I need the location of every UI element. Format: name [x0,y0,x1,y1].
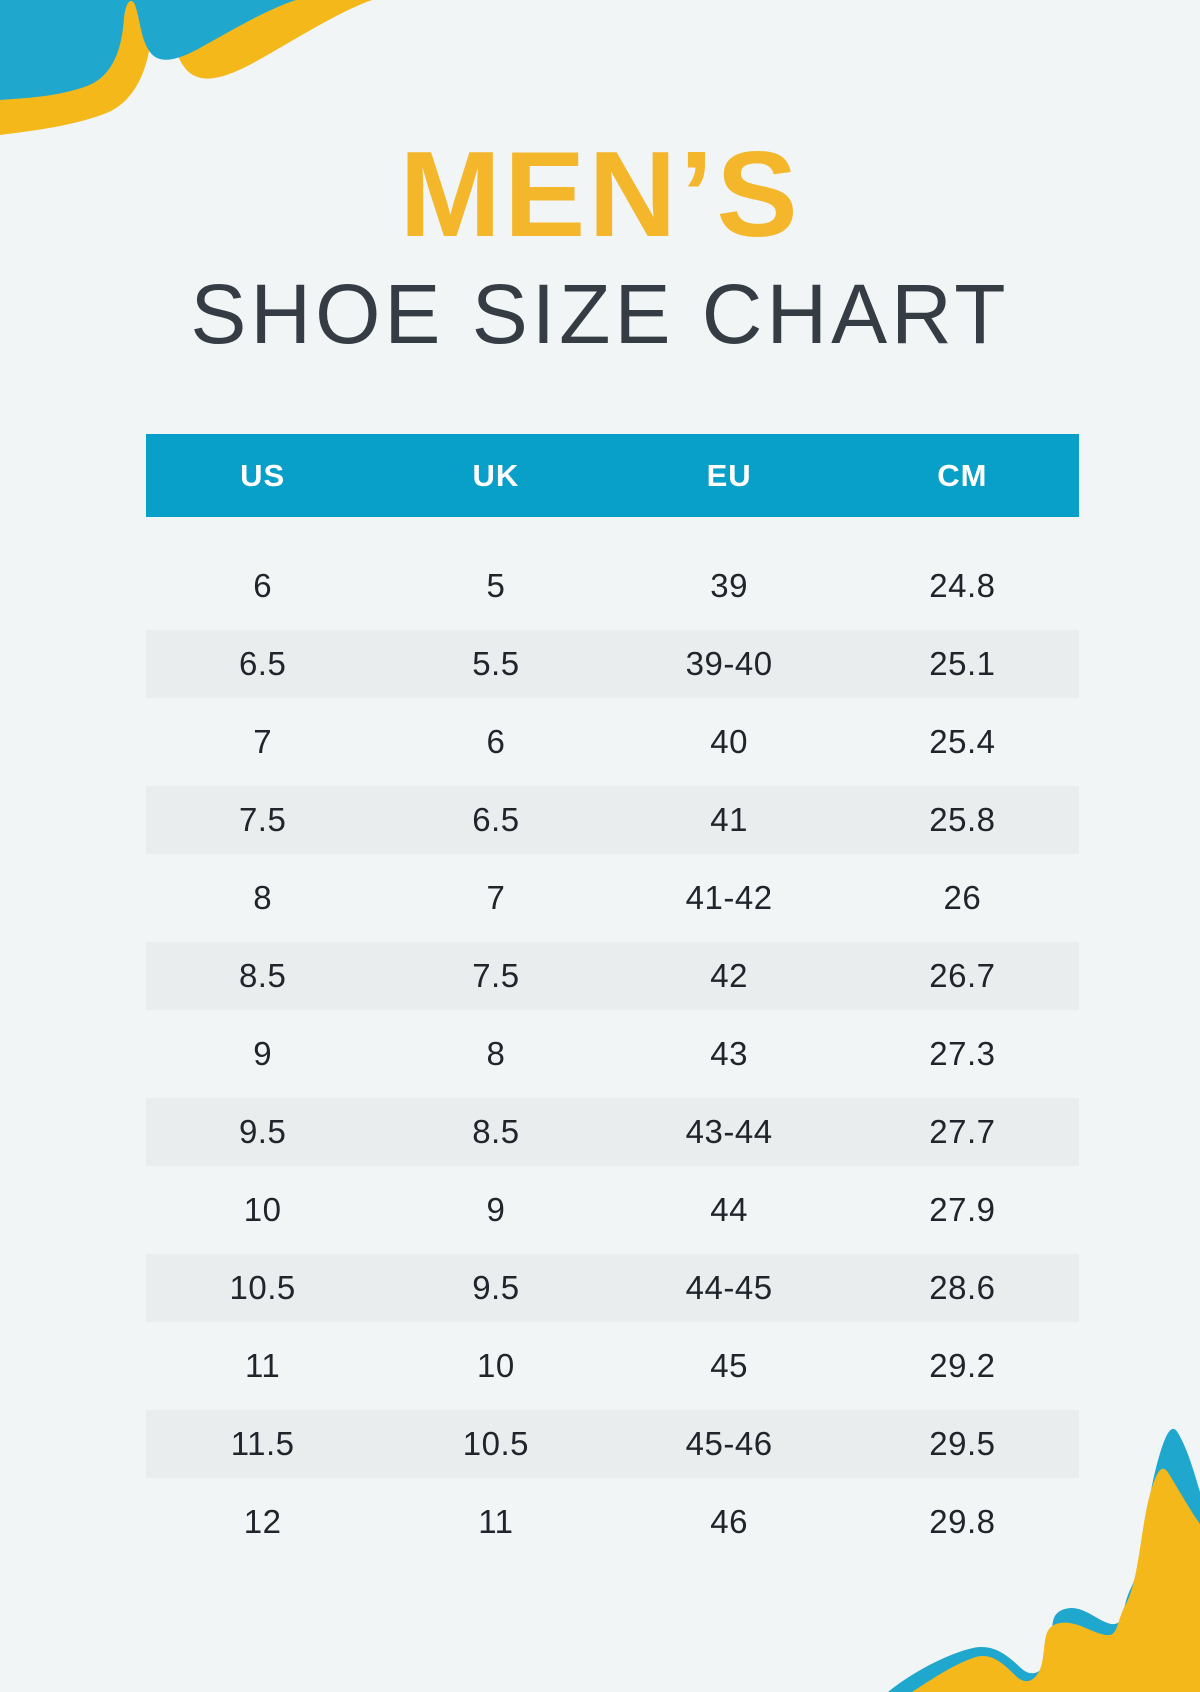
cell-eu: 46 [710,1503,748,1540]
cell-cm: 26.7 [929,957,996,994]
top-left-wave-decoration [0,0,372,135]
table-row: 9.5 8.5 43-44 27.7 [146,1098,1079,1166]
cell-us: 12 [243,1503,282,1540]
cell-eu: 39 [710,567,748,604]
cell-uk: 8.5 [472,1113,520,1150]
cell-us: 11.5 [230,1425,295,1462]
cell-eu: 43 [710,1035,748,1072]
page-subtitle: SHOE SIZE CHART [190,267,1010,361]
cell-cm: 24.8 [929,567,996,604]
table-row: 6 5 39 24.8 [146,542,1079,630]
cell-eu: 44-45 [685,1269,773,1306]
column-header-eu: EU [706,457,752,493]
cell-eu: 41 [710,801,748,838]
cell-cm: 26 [943,879,982,916]
cell-uk: 9.5 [472,1269,520,1306]
cell-uk: 7.5 [472,957,520,994]
cell-cm: 27.9 [929,1191,996,1228]
cell-cm: 27.3 [929,1035,996,1072]
table-row: 11 10 45 29.2 [146,1322,1079,1410]
cell-cm: 25.8 [929,801,996,838]
cell-uk: 8 [486,1035,506,1072]
cell-us: 9.5 [238,1113,287,1150]
cell-eu: 42 [710,957,748,994]
cell-eu: 45 [710,1347,748,1384]
cell-us: 6.5 [238,645,287,682]
cell-us: 10 [243,1191,282,1228]
cell-us: 8 [253,879,273,916]
cell-eu: 44 [710,1191,748,1228]
cell-uk: 5.5 [472,645,520,682]
page-title: MEN’S [399,126,801,262]
cell-eu: 43-44 [685,1113,773,1150]
cell-us: 6 [253,567,273,604]
cell-cm: 28.6 [929,1269,996,1306]
cell-cm: 25.4 [929,723,996,760]
cell-us: 7.5 [238,801,287,838]
table-row: 10 9 44 27.9 [146,1166,1079,1254]
cell-eu: 40 [710,723,748,760]
cell-cm: 27.7 [929,1113,996,1150]
cell-uk: 6 [486,723,506,760]
cell-us: 10.5 [229,1269,296,1306]
cell-eu: 39-40 [685,645,773,682]
table-row: 12 11 46 29.8 [146,1478,1079,1566]
yellow-wave-shape [912,1468,1200,1692]
cell-uk: 9 [486,1191,506,1228]
table-row: 7 6 40 25.4 [146,698,1079,786]
cell-cm: 29.8 [929,1503,996,1540]
cell-eu: 41-42 [685,879,773,916]
table-row: 11.5 10.5 45-46 29.5 [146,1410,1079,1478]
column-header-uk: UK [472,457,520,493]
table-row: 10.5 9.5 44-45 28.6 [146,1254,1079,1322]
cell-eu: 45-46 [685,1425,773,1462]
cell-cm: 25.1 [929,645,996,682]
table-row: 8.5 7.5 42 26.7 [146,942,1079,1010]
blue-wave-shape [0,0,296,100]
cell-uk: 6.5 [472,801,520,838]
cell-us: 11 [244,1347,281,1384]
table-body: 6 5 39 24.8 6.5 5.5 39-40 25.1 7 6 40 25… [146,542,1079,1566]
table-row: 7.5 6.5 41 25.8 [146,786,1079,854]
cell-uk: 5 [486,567,506,604]
table-row: 8 7 41-42 26 [146,854,1079,942]
cell-us: 9 [253,1035,273,1072]
table-header-row: US UK EU CM [146,434,1079,517]
cell-cm: 29.2 [929,1347,996,1384]
cell-us: 7 [253,723,273,760]
cell-uk: 10 [477,1347,515,1384]
bottom-right-wave-decoration [888,1428,1200,1692]
column-header-cm: CM [937,457,988,493]
cell-us: 8.5 [238,957,287,994]
header-gap [146,517,1079,542]
table-row: 6.5 5.5 39-40 25.1 [146,630,1079,698]
cell-uk: 7 [486,879,506,916]
table-row: 9 8 43 27.3 [146,1010,1079,1098]
cell-uk: 11 [478,1503,514,1540]
shoe-size-table: US UK EU CM 6 5 39 24.8 6.5 5.5 39-40 25… [146,434,1079,1566]
column-header-us: US [240,457,286,493]
cell-uk: 10.5 [462,1425,529,1462]
cell-cm: 29.5 [929,1425,996,1462]
